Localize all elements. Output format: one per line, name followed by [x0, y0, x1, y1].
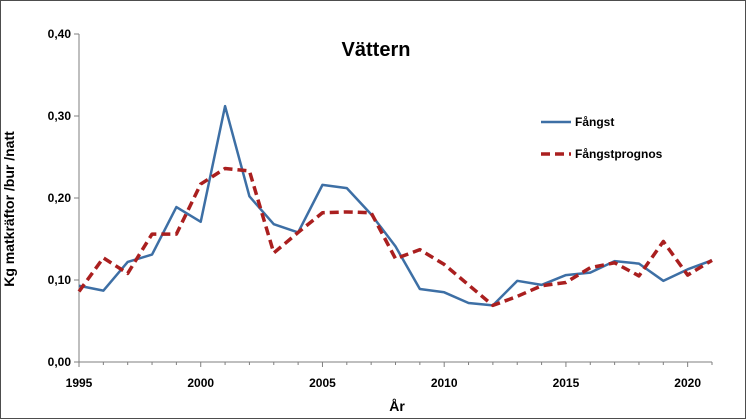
y-tick-label: 0,30 [48, 109, 72, 123]
axes [78, 34, 712, 363]
series-layer [77, 104, 713, 308]
x-tick-label: 2010 [431, 376, 458, 390]
y-tick-label: 0,40 [48, 27, 72, 41]
series-fangstprognos-line [77, 166, 713, 308]
y-axis-title: Kg matkräftor /bur /natt [1, 131, 17, 287]
x-tick-label: 2000 [187, 376, 214, 390]
x-tick-label: 2020 [674, 376, 701, 390]
y-tick-label: 0,20 [48, 191, 72, 205]
x-tick-label: 2015 [553, 376, 580, 390]
legend-label-fangstprognos: Fångstprognos [575, 147, 663, 161]
x-axis-title: År [389, 398, 405, 414]
legend: Fångst Fångstprognos [541, 115, 663, 161]
x-tick-label: 1995 [66, 376, 93, 390]
series-fangst-line [78, 104, 713, 307]
chart-title: Vättern [342, 39, 411, 61]
legend-label-fangst: Fångst [575, 115, 614, 129]
x-tick-label: 2005 [309, 376, 336, 390]
ticks: 0,00 0,10 0,20 0,30 0,40 1995 2000 2005 2010 2015… [48, 27, 713, 390]
y-tick-label: 0,00 [48, 355, 72, 369]
y-tick-label: 0,10 [48, 273, 72, 287]
